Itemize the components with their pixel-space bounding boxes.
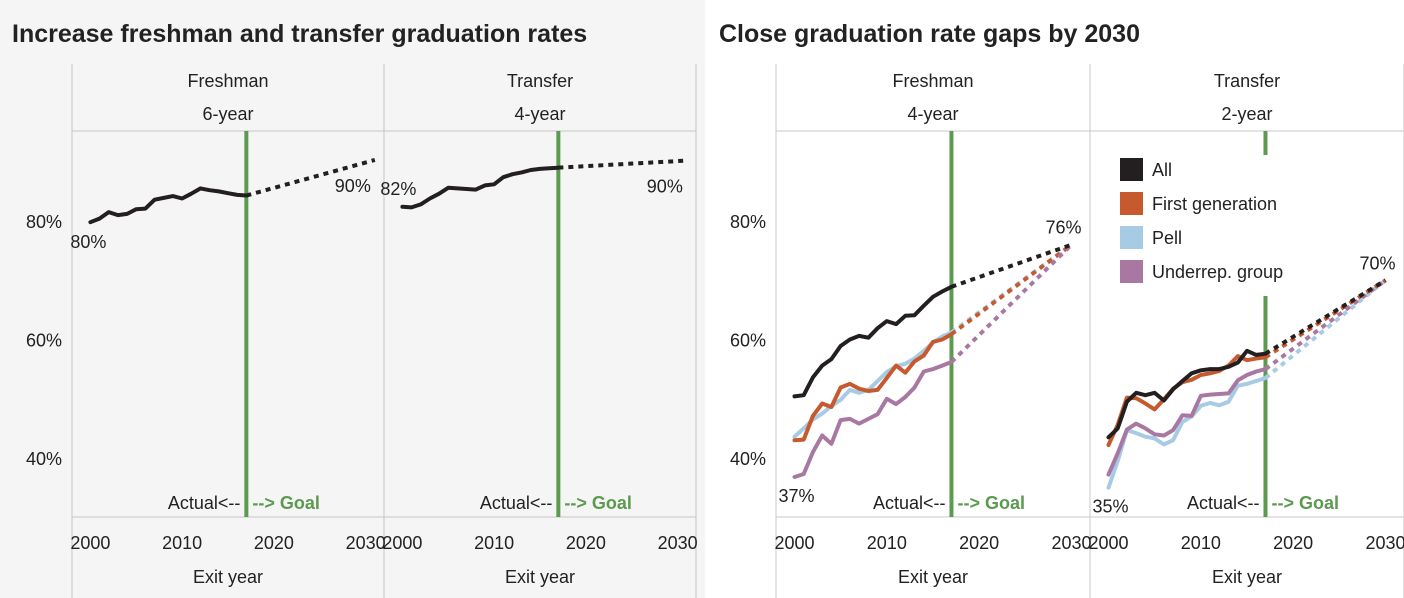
chart-2-panel-1-x-axis-title: Exit year — [898, 567, 968, 587]
legend-label-first_gen: First generation — [1152, 194, 1277, 214]
chart-1-panel-1-series-all-projection — [245, 158, 376, 198]
chart-2-panel-1-annotation: 37% — [778, 486, 814, 506]
chart-2-panel-2-series-underrep-line — [1106, 367, 1268, 477]
chart-2-panel-2-goal-label: --> Goal — [1271, 493, 1339, 513]
chart-2-panel-2-series-first_gen-projection — [1264, 278, 1387, 359]
chart-2-panel-2-series-all-projection — [1264, 278, 1387, 356]
chart-1-panel-1-annotation: 90% — [335, 176, 371, 196]
chart-1-y-tick-label: 80% — [26, 212, 62, 232]
chart-2-background — [705, 0, 1404, 598]
chart-2-panel-2-x-axis-title: Exit year — [1212, 567, 1282, 587]
chart-2-y-tick-label: 80% — [730, 212, 766, 232]
chart-2-panel-2-actual-label: Actual<-- — [1187, 493, 1260, 513]
chart-2-panel-1-series-underrep-projection — [950, 243, 1073, 364]
chart-1-title: Increase freshman and transfer graduatio… — [12, 20, 587, 48]
chart-2-panel-2-header-type: Transfer — [1214, 71, 1280, 91]
chart-1-panel-2-x-tick-label: 2030 — [658, 533, 698, 553]
chart-2-panel-2-annotation: 70% — [1360, 253, 1396, 273]
chart-1-y-tick-label: 60% — [26, 331, 62, 351]
chart-2-panel-1-series-underrep-line — [792, 360, 954, 479]
chart-1-panel-2-x-tick-label: 2020 — [566, 533, 606, 553]
chart-1-panel-1-header-type: Freshman — [187, 71, 268, 91]
chart-2-panel-2-series-underrep-projection — [1264, 278, 1387, 371]
chart-1-panel-1-x-tick-label: 2010 — [162, 533, 202, 553]
chart-2-title: Close graduation rate gaps by 2030 — [719, 20, 1140, 48]
chart-1-panel-1-series-all-line — [88, 186, 249, 225]
chart-1-panel-1-goal-label: --> Goal — [252, 493, 320, 513]
chart-2-panel-1-x-tick-label: 2020 — [959, 533, 999, 553]
legend-swatch-underrep — [1120, 260, 1143, 283]
chart-1-panel-1-actual-label: Actual<-- — [168, 493, 241, 513]
chart-2-y-tick-label: 40% — [730, 449, 766, 469]
chart-1-panel-2-x-tick-label: 2010 — [474, 533, 514, 553]
chart-2-panel-2-annotation: 35% — [1092, 497, 1128, 517]
chart-1-panel-2-goal-label: --> Goal — [564, 493, 632, 513]
chart-2-panel-2-x-tick-label: 2030 — [1366, 533, 1404, 553]
chart-2-panel-1-x-tick-label: 2030 — [1052, 533, 1092, 553]
chart-2-y-tick-label: 60% — [730, 331, 766, 351]
legend-swatch-pell — [1120, 226, 1143, 249]
legend-label-pell: Pell — [1152, 228, 1182, 248]
chart-1-panel-1-annotation: 80% — [70, 232, 106, 252]
chart-2-panel-2-x-tick-label: 2000 — [1088, 533, 1128, 553]
chart-2-panel-2-x-tick-label: 2010 — [1181, 533, 1221, 553]
chart-2-panel-1-x-tick-label: 2010 — [867, 533, 907, 553]
legend-label-all: All — [1152, 160, 1172, 180]
chart-1-background — [0, 0, 705, 598]
chart-1-panel-2-actual-label: Actual<-- — [480, 493, 553, 513]
chart-1-panel-2-series-all-line — [400, 165, 561, 210]
chart-2-panel-1-header-type: Freshman — [892, 71, 973, 91]
chart-2-panel-2-x-tick-label: 2020 — [1273, 533, 1313, 553]
chart-2-panel-1-goal-label: --> Goal — [957, 493, 1025, 513]
chart-1-panel-2-x-tick-label: 2000 — [382, 533, 422, 553]
chart-2-panel-1-series-all-projection — [950, 242, 1073, 289]
chart-1-panel-2-annotation: 90% — [647, 177, 683, 197]
chart-1-panel-1-x-tick-label: 2000 — [70, 533, 110, 553]
legend-swatch-all — [1120, 158, 1143, 181]
chart-1-y-tick-label: 40% — [26, 449, 62, 469]
chart-1-panel-2-header-span: 4-year — [514, 104, 565, 124]
chart-2-panel-1-series-all-line — [792, 284, 954, 399]
chart-1-panel-2-annotation: 82% — [380, 179, 416, 199]
chart-2-panel-1-x-tick-label: 2000 — [774, 533, 814, 553]
chart-1-panel-1-header-span: 6-year — [202, 104, 253, 124]
chart-2-panel-2-series-pell-line — [1106, 376, 1268, 490]
chart-2-panel-1-series-pell-line — [792, 330, 954, 439]
chart-2-panel-1-actual-label: Actual<-- — [873, 493, 946, 513]
chart-2-panel-2-header-span: 2-year — [1221, 104, 1272, 124]
chart-1-panel-2-header-type: Transfer — [507, 71, 573, 91]
chart-2-panel-2-series-first_gen-line — [1106, 354, 1268, 447]
legend-swatch-first_gen — [1120, 192, 1143, 215]
chart-1-panel-1-x-tick-label: 2020 — [254, 533, 294, 553]
chart-2-panel-2-series-all-line — [1106, 348, 1268, 440]
chart-2-panel-1-series-first_gen-line — [792, 332, 954, 443]
chart-1-panel-2-x-axis-title: Exit year — [505, 567, 575, 587]
chart-1-panel-2-series-all-projection — [558, 158, 687, 170]
chart-2-panel-1-header-span: 4-year — [907, 104, 958, 124]
legend-label-underrep: Underrep. group — [1152, 262, 1283, 282]
chart-1-panel-1-x-tick-label: 2030 — [346, 533, 386, 553]
chart-2-panel-1-series-first_gen-projection — [950, 243, 1073, 336]
chart-1-panel-1-x-axis-title: Exit year — [193, 567, 263, 587]
chart-2-panel-1-annotation: 76% — [1046, 218, 1082, 238]
